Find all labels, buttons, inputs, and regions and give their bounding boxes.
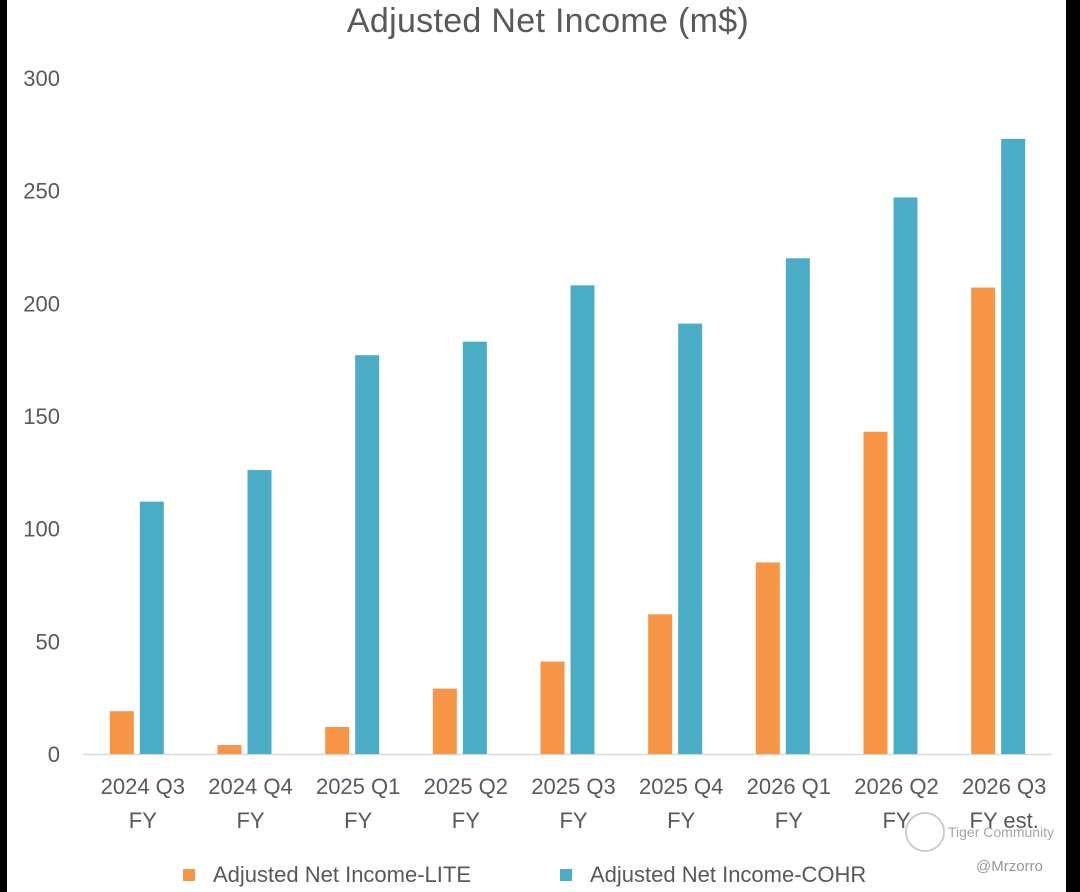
bar-lite — [109, 711, 134, 754]
bar-lite — [863, 431, 888, 754]
bar-cohr — [785, 258, 810, 754]
bar-cohr — [893, 197, 918, 755]
x-tick-label: FY — [667, 808, 695, 833]
bar-cohr — [570, 285, 595, 754]
x-tick-label: 2026 Q1 — [747, 774, 831, 799]
y-tick-label: 50 — [36, 629, 60, 654]
chart-legend: Adjusted Net Income-LITE Adjusted Net In… — [0, 862, 1080, 892]
y-tick-label: 0 — [48, 742, 60, 767]
legend-label-lite: Adjusted Net Income-LITE — [213, 862, 472, 887]
bar-cohr — [1001, 138, 1026, 755]
y-tick-label: 150 — [23, 404, 60, 429]
y-tick-label: 250 — [23, 179, 60, 204]
bar-lite — [755, 562, 780, 754]
legend-item-cohr: Adjusted Net Income-COHR — [560, 862, 866, 888]
bar-lite — [325, 726, 350, 754]
legend-swatch-cohr — [560, 869, 572, 881]
bar-cohr — [462, 341, 487, 754]
x-tick-label: 2024 Q3 — [101, 774, 185, 799]
x-tick-label: FY est. — [970, 808, 1039, 833]
bar-lite — [432, 688, 457, 754]
x-tick-label: 2025 Q1 — [316, 774, 400, 799]
x-tick-label: FY — [452, 808, 480, 833]
x-tick-label: FY — [129, 808, 157, 833]
bar-lite — [648, 614, 673, 754]
bar-cohr — [247, 470, 272, 754]
bar-cohr — [139, 501, 164, 754]
x-tick-label: 2026 Q2 — [854, 774, 938, 799]
bar-lite — [971, 287, 996, 754]
watermark-brand: Tiger Community — [948, 824, 1055, 840]
watermark-handle: @Mrzorro — [976, 858, 1043, 875]
legend-swatch-lite — [183, 869, 195, 881]
y-tick-label: 200 — [23, 291, 60, 316]
x-tick-label: 2025 Q3 — [531, 774, 615, 799]
bar-cohr — [678, 323, 703, 754]
bar-lite — [540, 661, 565, 754]
x-tick-label: FY — [344, 808, 372, 833]
x-tick-label: FY — [559, 808, 587, 833]
x-tick-label: 2025 Q2 — [424, 774, 508, 799]
x-tick-label: 2025 Q4 — [639, 774, 723, 799]
bar-cohr — [355, 355, 380, 754]
legend-item-lite: Adjusted Net Income-LITE — [183, 862, 471, 888]
x-tick-label: 2024 Q4 — [208, 774, 292, 799]
x-tick-label: 2026 Q3 — [962, 774, 1046, 799]
bar-lite — [217, 744, 242, 754]
chart-panel — [7, 0, 1066, 892]
legend-label-cohr: Adjusted Net Income-COHR — [590, 862, 867, 887]
tiger-community-logo-icon — [905, 812, 945, 852]
y-tick-label: 100 — [23, 517, 60, 542]
y-tick-label: 300 — [23, 66, 60, 91]
chart-title: Adjusted Net Income (m$) — [346, 2, 750, 40]
left-border — [0, 0, 7, 892]
x-tick-label: FY — [236, 808, 264, 833]
x-tick-label: FY — [775, 808, 803, 833]
right-border — [1066, 0, 1080, 892]
